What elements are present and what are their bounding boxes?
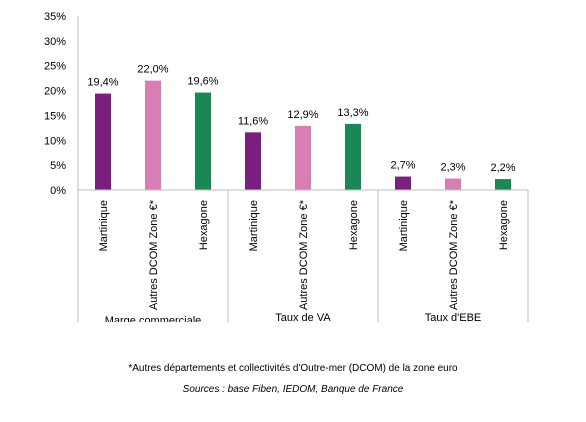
y-tick-label: 35% — [44, 11, 66, 23]
category-label: Hexagone — [198, 200, 210, 250]
category-label: Autres DCOM Zone €* — [448, 199, 460, 310]
category-label: Martinique — [398, 200, 410, 251]
bar — [495, 179, 511, 190]
bar — [95, 93, 111, 190]
data-label: 13,3% — [337, 107, 368, 119]
data-label: 2,7% — [390, 160, 415, 172]
y-tick-label: 0% — [50, 185, 66, 197]
bar — [395, 176, 411, 190]
data-label: 2,3% — [440, 162, 465, 174]
group-label: Taux de VA — [275, 312, 331, 322]
y-tick-label: 5% — [50, 160, 66, 172]
group-label: Marge commerciale — [105, 315, 202, 322]
y-tick-label: 20% — [44, 86, 66, 98]
category-label: Autres DCOM Zone €* — [148, 199, 160, 310]
y-tick-label: 10% — [44, 135, 66, 147]
category-axis: Martinique Autres DCOM Zone €* Hexagone Mar… — [77, 189, 529, 322]
data-label: 19,6% — [187, 76, 218, 88]
bars: 19,4% 22,0% 19,6% 11,6% 12,9% 13,3% 2,7% 2,3% 2,… — [87, 64, 516, 190]
bar — [145, 80, 161, 190]
y-tick-label: 30% — [44, 36, 66, 48]
category-label: Hexagone — [498, 200, 510, 250]
data-label: 22,0% — [137, 64, 168, 76]
category-label: Hexagone — [348, 200, 360, 250]
footnote: *Autres départements et collectivités d'… — [128, 363, 458, 374]
y-tick-label: 15% — [44, 110, 66, 122]
sources-note: Sources : base Fiben, IEDOM, Banque de F… — [182, 384, 404, 395]
category-label: Autres DCOM Zone €* — [298, 199, 310, 310]
data-label: 19,4% — [87, 77, 118, 89]
data-label: 2,2% — [490, 162, 515, 174]
data-label: 12,9% — [287, 109, 318, 121]
bar — [245, 132, 261, 190]
bar — [295, 125, 311, 190]
group-label: Taux d'EBE — [425, 312, 482, 322]
bar-chart: 0% 5% 10% 15% 20% 25% 30% 35% 19,4% 22,0% 19,6% 11… — [44, 11, 529, 322]
data-label: 11,6% — [238, 115, 269, 127]
bar — [195, 92, 211, 190]
category-label: Martinique — [248, 200, 260, 251]
y-tick-label: 25% — [44, 61, 66, 73]
bar — [345, 123, 361, 190]
category-label: Martinique — [98, 200, 110, 251]
y-axis: 0% 5% 10% 15% 20% 25% 30% 35% — [44, 11, 79, 197]
bar — [445, 178, 461, 190]
